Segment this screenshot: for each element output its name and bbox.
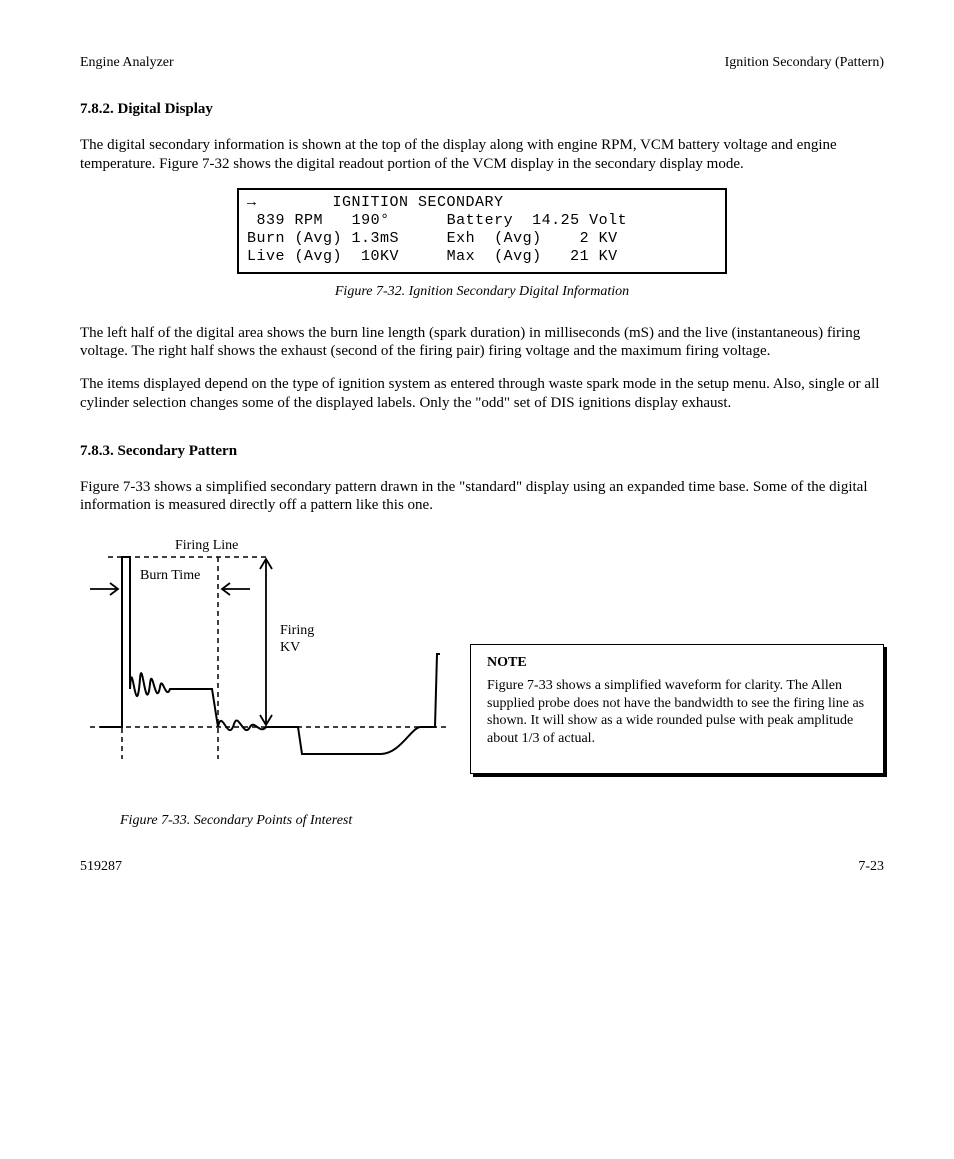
secondary-waveform-diagram: Firing Line Burn Time Firing KV [80, 529, 460, 809]
lcd-battery-label: Battery [447, 212, 514, 229]
lcd-rpm-value: 839 [257, 212, 286, 229]
figure-caption: Figure 7-33. Secondary Points of Interes… [120, 813, 460, 829]
paragraph: The items displayed depend on the type o… [80, 375, 884, 413]
label-firing-line: Firing Line [175, 538, 238, 553]
lcd-burn-value: 1.3mS [352, 230, 400, 247]
section-heading-digital-display: 7.8.2. Digital Display [80, 101, 884, 118]
lcd-max-label: Max (Avg) [447, 248, 542, 265]
header-left: Engine Analyzer [80, 55, 174, 71]
footer-right: 7-23 [858, 859, 884, 875]
lcd-temp-value: 190° [352, 212, 390, 229]
lcd-title: IGNITION SECONDARY [333, 194, 504, 211]
section-heading-secondary-pattern: 7.8.3. Secondary Pattern [80, 443, 884, 460]
note-title: NOTE [487, 655, 867, 671]
lcd-live-label: Live (Avg) [247, 248, 342, 265]
label-firing-kv-1: Firing [280, 623, 314, 638]
footer-left: 519287 [80, 859, 122, 875]
header-right: Ignition Secondary (Pattern) [725, 55, 884, 71]
note-body: Figure 7-33 shows a simplified waveform … [487, 677, 867, 747]
lcd-live-value: 10KV [361, 248, 399, 265]
page-header: Engine Analyzer Ignition Secondary (Patt… [80, 55, 884, 71]
lcd-max-value: 21 [570, 248, 589, 265]
paragraph: The left half of the digital area shows … [80, 324, 884, 362]
label-firing-kv-2: KV [280, 640, 300, 655]
paragraph: Figure 7-33 shows a simplified secondary… [80, 478, 884, 516]
lcd-battery-unit: Volt [589, 212, 627, 229]
lcd-exh-value: 2 [580, 230, 590, 247]
label-burn-time: Burn Time [140, 568, 200, 583]
paragraph: The digital secondary information is sho… [80, 136, 884, 174]
lcd-burn-label: Burn (Avg) [247, 230, 342, 247]
lcd-exh-unit: KV [599, 230, 618, 247]
lcd-battery-value: 14.25 [532, 212, 580, 229]
note-box: NOTE Figure 7-33 shows a simplified wave… [470, 644, 884, 774]
page-footer: 519287 7-23 [80, 859, 884, 875]
lcd-readout-box: → IGNITION SECONDARY 839 RPM 190° Batter… [237, 188, 727, 274]
lcd-rpm-label: RPM [295, 212, 324, 229]
figure-caption: Figure 7-32. Ignition Secondary Digital … [80, 284, 884, 300]
lcd-exh-label: Exh (Avg) [447, 230, 542, 247]
lcd-arrow-icon: → [247, 194, 257, 211]
lcd-max-unit: KV [599, 248, 618, 265]
